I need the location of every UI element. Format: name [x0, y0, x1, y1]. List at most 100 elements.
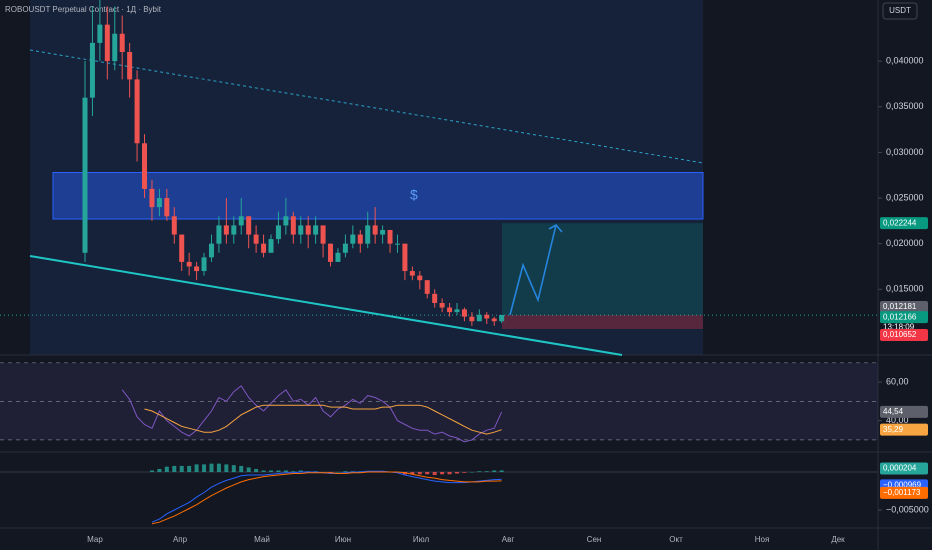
candle-body	[134, 79, 140, 144]
candle-body	[275, 225, 281, 240]
candle-body	[298, 225, 304, 235]
candle-body	[320, 225, 326, 244]
histogram-bar	[209, 463, 214, 473]
candle-body	[171, 216, 177, 235]
price-tag: 0,010652	[883, 330, 917, 339]
x-tick-label: Сен	[587, 535, 602, 544]
histogram-bar	[202, 464, 207, 473]
y-tick-label: 0,030000	[886, 147, 924, 157]
candle-body	[104, 24, 110, 62]
candle-body	[402, 243, 408, 272]
histogram-bar	[455, 472, 459, 474]
price-tag-bg	[880, 423, 928, 436]
candle-body	[164, 198, 170, 217]
histogram-bar	[291, 471, 296, 473]
y-tick-label: 0,025000	[886, 192, 924, 202]
histogram-bar	[231, 465, 236, 473]
histogram-bar	[276, 470, 281, 473]
candle-body	[305, 225, 311, 235]
histogram-bar	[484, 471, 489, 473]
arrow-head	[548, 223, 563, 233]
histogram-bar	[246, 467, 251, 473]
candle-body	[142, 143, 148, 189]
candle-body	[112, 33, 118, 62]
candle-body	[127, 52, 133, 80]
x-tick-label: Авг	[502, 535, 515, 544]
candle-body	[439, 302, 445, 308]
x-tick-label: Дек	[831, 535, 845, 544]
countdown: 13:18:09	[883, 322, 915, 331]
candle-body	[156, 198, 162, 208]
histogram-bar	[335, 472, 340, 473]
candle-body	[268, 239, 274, 253]
histogram-bar	[283, 470, 288, 473]
candle-body	[365, 225, 371, 244]
unit-label[interactable]: USDT	[889, 6, 911, 15]
candle-body	[424, 280, 430, 294]
candle-body	[179, 234, 185, 262]
histogram-bar	[179, 465, 184, 473]
chart-title: ROBOUSDT Perpetual Contract · 1Д · Bybit	[5, 5, 162, 14]
macd-line	[151, 471, 502, 525]
histogram-bar	[477, 471, 482, 473]
candle-body	[387, 229, 393, 244]
candle-body	[82, 97, 88, 253]
y-tick-label: 0,040000	[886, 56, 924, 66]
candle-body	[491, 318, 497, 322]
y-tick-label: −0,005000	[886, 504, 929, 514]
price-tag: 0,012181	[883, 302, 917, 311]
histogram-bar	[410, 472, 415, 475]
x-tick-label: Ноя	[755, 535, 770, 544]
histogram-bar	[187, 465, 192, 473]
candle-body	[253, 234, 259, 244]
candle-body	[186, 261, 192, 267]
candle-body	[409, 271, 415, 276]
candle-body	[432, 293, 438, 303]
candle-body	[461, 309, 467, 317]
x-tick-label: Июн	[335, 535, 351, 544]
candle-body	[194, 266, 200, 272]
candle-body	[417, 275, 423, 281]
rsi-line	[144, 404, 502, 435]
price-tag: 0,022244	[883, 218, 917, 227]
price-tag: 0,012166	[883, 312, 917, 321]
zone-label: $	[410, 186, 418, 202]
price-tag-bg	[880, 462, 928, 475]
price-tag-bg	[880, 217, 928, 230]
price-tag: 44,54	[883, 407, 904, 416]
price-tag-bg	[880, 301, 928, 314]
candle-body	[223, 225, 229, 235]
histogram-bar	[432, 472, 437, 476]
histogram-bar	[224, 464, 229, 473]
candle-body	[394, 243, 400, 245]
y-tick-label: 40,00	[886, 415, 909, 425]
candle-body	[246, 216, 252, 235]
unit-button[interactable]	[882, 2, 918, 20]
histogram-bar	[254, 468, 259, 473]
candle-body	[216, 225, 222, 244]
candle-body	[119, 33, 125, 53]
histogram-bar	[447, 472, 452, 475]
histogram-bar	[149, 470, 154, 473]
candle-body	[380, 229, 386, 235]
price-tag: 35,29	[883, 425, 904, 434]
rsi-line	[121, 385, 503, 443]
histogram-bar	[321, 472, 326, 473]
y-tick-label: 60,00	[886, 376, 909, 386]
candle-body	[231, 225, 237, 235]
y-tick-label: 0,020000	[886, 238, 924, 248]
candle-body	[313, 225, 319, 235]
zone	[52, 171, 704, 220]
x-tick-label: Май	[254, 535, 270, 544]
histogram-bar	[462, 472, 467, 473]
price-tag: 0,000204	[883, 464, 917, 473]
candle-body	[328, 243, 334, 262]
y-tick-label: 0,015000	[886, 284, 924, 294]
histogram-bar	[440, 472, 445, 475]
candle-body	[447, 307, 453, 313]
histogram-bar	[417, 472, 422, 475]
candle-body	[149, 188, 155, 208]
candle-body	[484, 314, 490, 319]
histogram-bar	[239, 465, 244, 473]
